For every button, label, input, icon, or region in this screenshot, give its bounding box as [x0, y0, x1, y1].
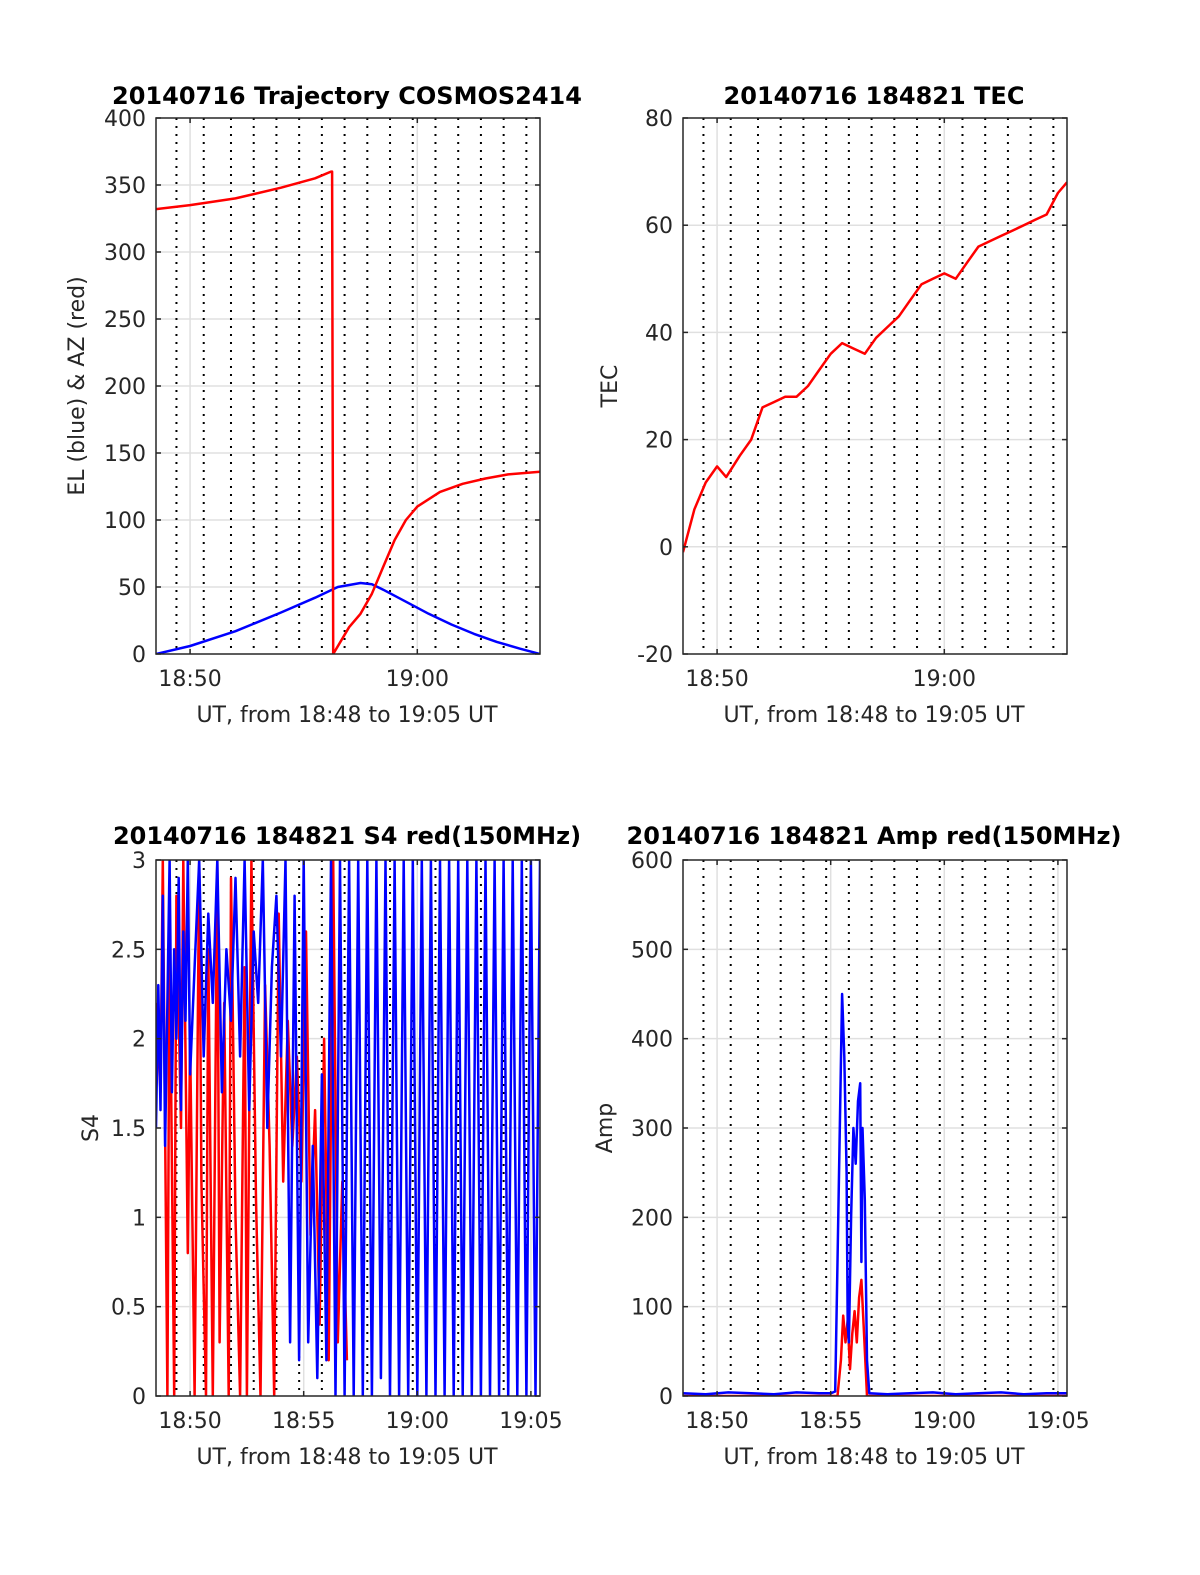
amp-ylabel: Amp	[593, 1103, 618, 1153]
tec-ylabel: TEC	[598, 365, 623, 409]
amp-xlabel: UT, from 18:48 to 19:05 UT	[723, 1445, 1025, 1470]
amp-title: 20140716 184821 Amp red(150MHz)	[627, 822, 1122, 850]
y-tick-label: 500	[631, 938, 673, 963]
series-group	[683, 992, 1067, 1396]
y-tick-label: 300	[104, 241, 146, 266]
y-tick-label: 1	[132, 1206, 146, 1231]
trajectory-xlabel: UT, from 18:48 to 19:05 UT	[196, 703, 498, 728]
y-tick-label: 150	[104, 442, 146, 467]
y-tick-label: 0	[659, 1385, 673, 1410]
series-group	[156, 170, 540, 654]
tec-xlabel: UT, from 18:48 to 19:05 UT	[723, 703, 1025, 728]
x-tick-label: 19:00	[386, 1409, 449, 1434]
x-tick-label: 19:05	[499, 1409, 562, 1434]
y-tick-label: 2.5	[111, 938, 146, 963]
s4-xlabel: UT, from 18:48 to 19:05 UT	[196, 1445, 498, 1470]
y-tick-label: 40	[645, 321, 673, 346]
series-group	[683, 181, 1067, 553]
x-tick-label: 18:50	[158, 1409, 221, 1434]
y-tick-label: 80	[645, 107, 673, 132]
y-tick-label: 100	[631, 1296, 673, 1321]
amp-plot-area: 0 100 200 300 400 500 600 18:50 18:55 19:00 19:05	[631, 849, 1090, 1434]
amp-series-1-line	[683, 1278, 1067, 1396]
y-tick-label: -20	[637, 643, 673, 668]
trajectory-series-1-line	[156, 581, 540, 654]
y-tick-label: 20	[645, 429, 673, 454]
s4-panel: 0 0.5 1 1.5 2 2.5 3 18:50 18:55 19:00 19:05 201407…	[79, 822, 581, 1470]
y-tick-label: 350	[104, 174, 146, 199]
y-tick-label: 0	[132, 1385, 146, 1410]
x-tick-label: 18:50	[685, 1409, 748, 1434]
x-tick-label: 18:55	[799, 1409, 862, 1434]
y-tick-label: 100	[104, 509, 146, 534]
axes-box	[682, 117, 1068, 655]
x-tick-label: 19:05	[1026, 1409, 1089, 1434]
y-tick-label: 0.5	[111, 1296, 146, 1321]
y-tick-label: 400	[631, 1028, 673, 1053]
tec-series-1-line	[683, 181, 1067, 553]
y-tick-label: 0	[659, 536, 673, 561]
y-tick-label: 1.5	[111, 1117, 146, 1142]
x-tick-label: 18:50	[685, 667, 748, 692]
trajectory-title: 20140716 Trajectory COSMOS2414	[112, 82, 582, 110]
s4-ylabel: S4	[79, 1114, 104, 1142]
trajectory-ylabel: EL (blue) & AZ (red)	[65, 276, 90, 495]
x-tick-label: 18:55	[272, 1409, 335, 1434]
x-tick-label: 18:50	[158, 667, 221, 692]
tec-title: 20140716 184821 TEC	[724, 82, 1025, 110]
series-group	[156, 860, 540, 1396]
y-tick-label: 250	[104, 308, 146, 333]
x-tick-label: 19:00	[386, 667, 449, 692]
y-tick-label: 50	[118, 576, 146, 601]
y-tick-label: 3	[132, 849, 146, 874]
s4-plot-area: 0 0.5 1 1.5 2 2.5 3 18:50 18:55 19:00 19:05	[111, 849, 563, 1434]
s4-series-2-line	[156, 860, 540, 1396]
y-tick-label: 600	[631, 849, 673, 874]
s4-title: 20140716 184821 S4 red(150MHz)	[113, 822, 581, 850]
x-tick-label: 19:00	[913, 667, 976, 692]
y-tick-label: 400	[104, 107, 146, 132]
tec-panel: -20 0 20 40 60 80 18:50 19:00 20140716 184821 T…	[598, 82, 1068, 728]
y-tick-label: 200	[104, 375, 146, 400]
y-tick-label: 200	[631, 1206, 673, 1231]
trajectory-series-2-line	[156, 170, 540, 654]
y-tick-label: 0	[132, 643, 146, 668]
y-tick-label: 60	[645, 214, 673, 239]
y-tick-label: 300	[631, 1117, 673, 1142]
y-tick-label: 2	[132, 1028, 146, 1053]
amp-series-2-line	[683, 992, 1067, 1396]
trajectory-panel: 0 50 100 150 200 250 300 350 400 18:50 19:00 20140…	[65, 82, 582, 728]
tec-plot-area: -20 0 20 40 60 80 18:50 19:00	[637, 107, 1068, 692]
x-tick-label: 19:00	[913, 1409, 976, 1434]
trajectory-plot-area: 0 50 100 150 200 250 300 350 400 18:50 19:00	[104, 107, 541, 692]
